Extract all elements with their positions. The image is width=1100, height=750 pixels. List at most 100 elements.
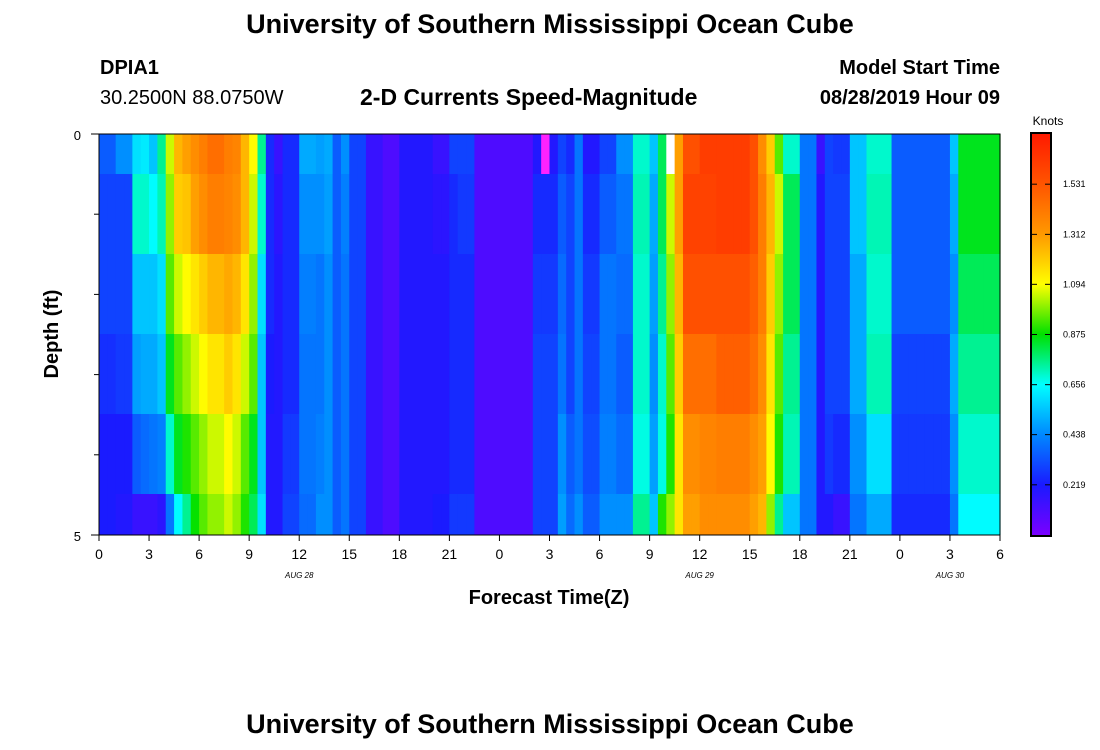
heatmap-cell (899, 334, 909, 414)
heatmap-cell (974, 414, 984, 494)
heatmap-cell (566, 334, 576, 414)
heatmap-cell (474, 494, 484, 535)
heatmap-cell (449, 254, 459, 334)
heatmap-cell (716, 414, 726, 494)
heatmap-cell (332, 414, 342, 494)
heatmap-cell (991, 134, 1001, 174)
heatmap-cell (891, 414, 901, 494)
heatmap-cell (199, 334, 209, 414)
heatmap-cell (733, 254, 742, 334)
heatmap-cell (708, 134, 717, 174)
heatmap-cell (991, 174, 1001, 254)
heatmap-cell (666, 174, 676, 254)
heatmap-cell (699, 254, 709, 334)
heatmap-cell (441, 334, 450, 414)
heatmap-cell (766, 334, 776, 414)
heatmap-cell (290, 134, 300, 174)
heatmap-cell (449, 134, 459, 174)
heatmap-cell (808, 334, 818, 414)
heatmap-cell (557, 494, 567, 535)
heatmap-cell (441, 174, 450, 254)
heatmap-cell (566, 494, 576, 535)
x-axis-label: Forecast Time(Z) (469, 587, 630, 609)
heatmap-cell (699, 414, 709, 494)
heatmap-cell (115, 494, 125, 535)
heatmap-cell (499, 174, 509, 254)
heatmap-cell (841, 334, 851, 414)
heatmap-cell (149, 134, 158, 174)
heatmap-cell (249, 134, 259, 174)
heatmap-cell (132, 174, 142, 254)
heatmap-cell (332, 254, 342, 334)
heatmap-cell (182, 414, 192, 494)
heatmap-cell (733, 174, 742, 254)
heatmap-cell (265, 334, 275, 414)
colorbar-tick-label: 0.219 (1063, 480, 1086, 490)
heatmap-cell (140, 134, 150, 174)
heatmap-cell (983, 134, 993, 174)
heatmap-cell (307, 254, 317, 334)
heatmap-cell (657, 334, 667, 414)
heatmap-cell (699, 494, 709, 535)
heatmap-cell (390, 254, 400, 334)
heatmap-cell (883, 254, 893, 334)
x-tick-label: 12 (291, 546, 307, 562)
heatmap-cell (841, 134, 851, 174)
heatmap-cell (307, 134, 317, 174)
heatmap-cell (174, 174, 184, 254)
heatmap-cell (332, 494, 342, 535)
heatmap-cell (641, 414, 651, 494)
heatmap-cell (632, 174, 642, 254)
heatmap-cell (674, 334, 684, 414)
heatmap-cell (399, 134, 409, 174)
heatmap-cell (224, 334, 234, 414)
heatmap-cell (432, 134, 442, 174)
heatmap-cell (265, 414, 275, 494)
heatmap-cell (174, 134, 184, 174)
heatmap-cell (215, 174, 225, 254)
heatmap-cell (833, 334, 843, 414)
heatmap-cell (407, 334, 417, 414)
heatmap-cell (282, 254, 292, 334)
heatmap-cell (824, 174, 834, 254)
heatmap-cell (282, 494, 292, 535)
heatmap-cell (824, 494, 834, 535)
heatmap-cell (240, 134, 250, 174)
heatmap-cell (382, 414, 392, 494)
heatmap-cell (649, 334, 659, 414)
heatmap-cell (791, 174, 801, 254)
heatmap-cell (265, 134, 275, 174)
heatmap-cell (899, 174, 909, 254)
heatmap-cell (424, 134, 434, 174)
heatmap-cell (332, 134, 342, 174)
heatmap-cell (290, 414, 300, 494)
heatmap-cell (190, 254, 200, 334)
heatmap-cell (299, 254, 309, 334)
heatmap-cell (874, 254, 884, 334)
heatmap-cell (849, 334, 859, 414)
heatmap-cell (107, 334, 117, 414)
heatmap-cell (190, 334, 200, 414)
heatmap-cell (315, 134, 325, 174)
heatmap-cell (758, 494, 767, 535)
heatmap-cell (324, 414, 334, 494)
date-labels: AUG 28 AUG 29 AUG 30 (284, 571, 965, 580)
heatmap-cell (374, 174, 384, 254)
heatmap-cell (399, 334, 409, 414)
heatmap-cell (466, 134, 476, 174)
heatmap-cell (482, 494, 492, 535)
heatmap-cell (741, 254, 751, 334)
heatmap-cell (249, 414, 259, 494)
heatmap-cell (399, 494, 409, 535)
heatmap-cell (207, 134, 217, 174)
heatmap-cell (649, 254, 659, 334)
heatmap-cell (983, 334, 993, 414)
heatmap-cell (758, 414, 767, 494)
heatmap-cell (891, 134, 901, 174)
heatmap-cell (924, 254, 934, 334)
heatmap-cell (457, 494, 467, 535)
date-label: AUG 29 (684, 571, 714, 580)
heatmap-cell (557, 134, 567, 174)
heatmap-cell (524, 494, 534, 535)
heatmap-cell (941, 334, 951, 414)
